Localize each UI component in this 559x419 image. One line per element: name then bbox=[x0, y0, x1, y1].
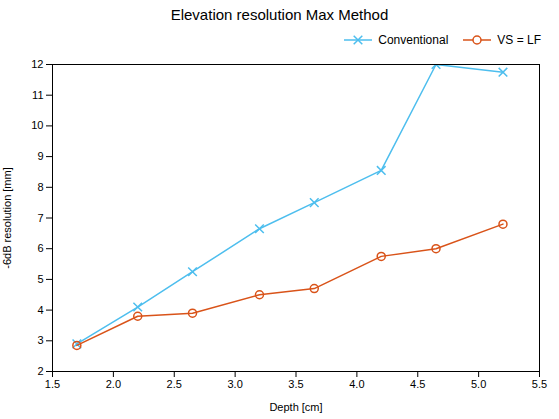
svg-text:5.5: 5.5 bbox=[532, 378, 547, 390]
svg-text:10: 10 bbox=[31, 119, 43, 131]
svg-text:3: 3 bbox=[37, 334, 43, 346]
svg-text:2.5: 2.5 bbox=[167, 378, 182, 390]
svg-text:7: 7 bbox=[37, 212, 43, 224]
html-text:Conventional: Conventional bbox=[378, 33, 449, 47]
svg-text:4: 4 bbox=[37, 304, 43, 316]
svg-text:4.0: 4.0 bbox=[349, 378, 364, 390]
svg-text:6: 6 bbox=[37, 242, 43, 254]
svg-text:5.0: 5.0 bbox=[471, 378, 486, 390]
html-text:VS = LF: VS = LF bbox=[497, 33, 541, 47]
svg-text:1.5: 1.5 bbox=[45, 378, 60, 390]
svg-text:3.0: 3.0 bbox=[227, 378, 242, 390]
html-text:Elevation resolution Max Metho: Elevation resolution Max Method bbox=[170, 6, 389, 23]
svg-text:3.5: 3.5 bbox=[288, 378, 303, 390]
svg-text:11: 11 bbox=[32, 89, 43, 101]
svg-text:8: 8 bbox=[37, 181, 43, 193]
svg-text:4.5: 4.5 bbox=[410, 378, 425, 390]
svg-text:2: 2 bbox=[37, 365, 43, 377]
svg-text:12: 12 bbox=[31, 58, 43, 70]
svg-text:2.0: 2.0 bbox=[106, 378, 121, 390]
svg-text:-6dB resolution [mm]: -6dB resolution [mm] bbox=[1, 167, 13, 268]
svg-text:Depth [cm]: Depth [cm] bbox=[269, 401, 322, 413]
svg-text:9: 9 bbox=[37, 150, 43, 162]
svg-text:5: 5 bbox=[37, 273, 43, 285]
